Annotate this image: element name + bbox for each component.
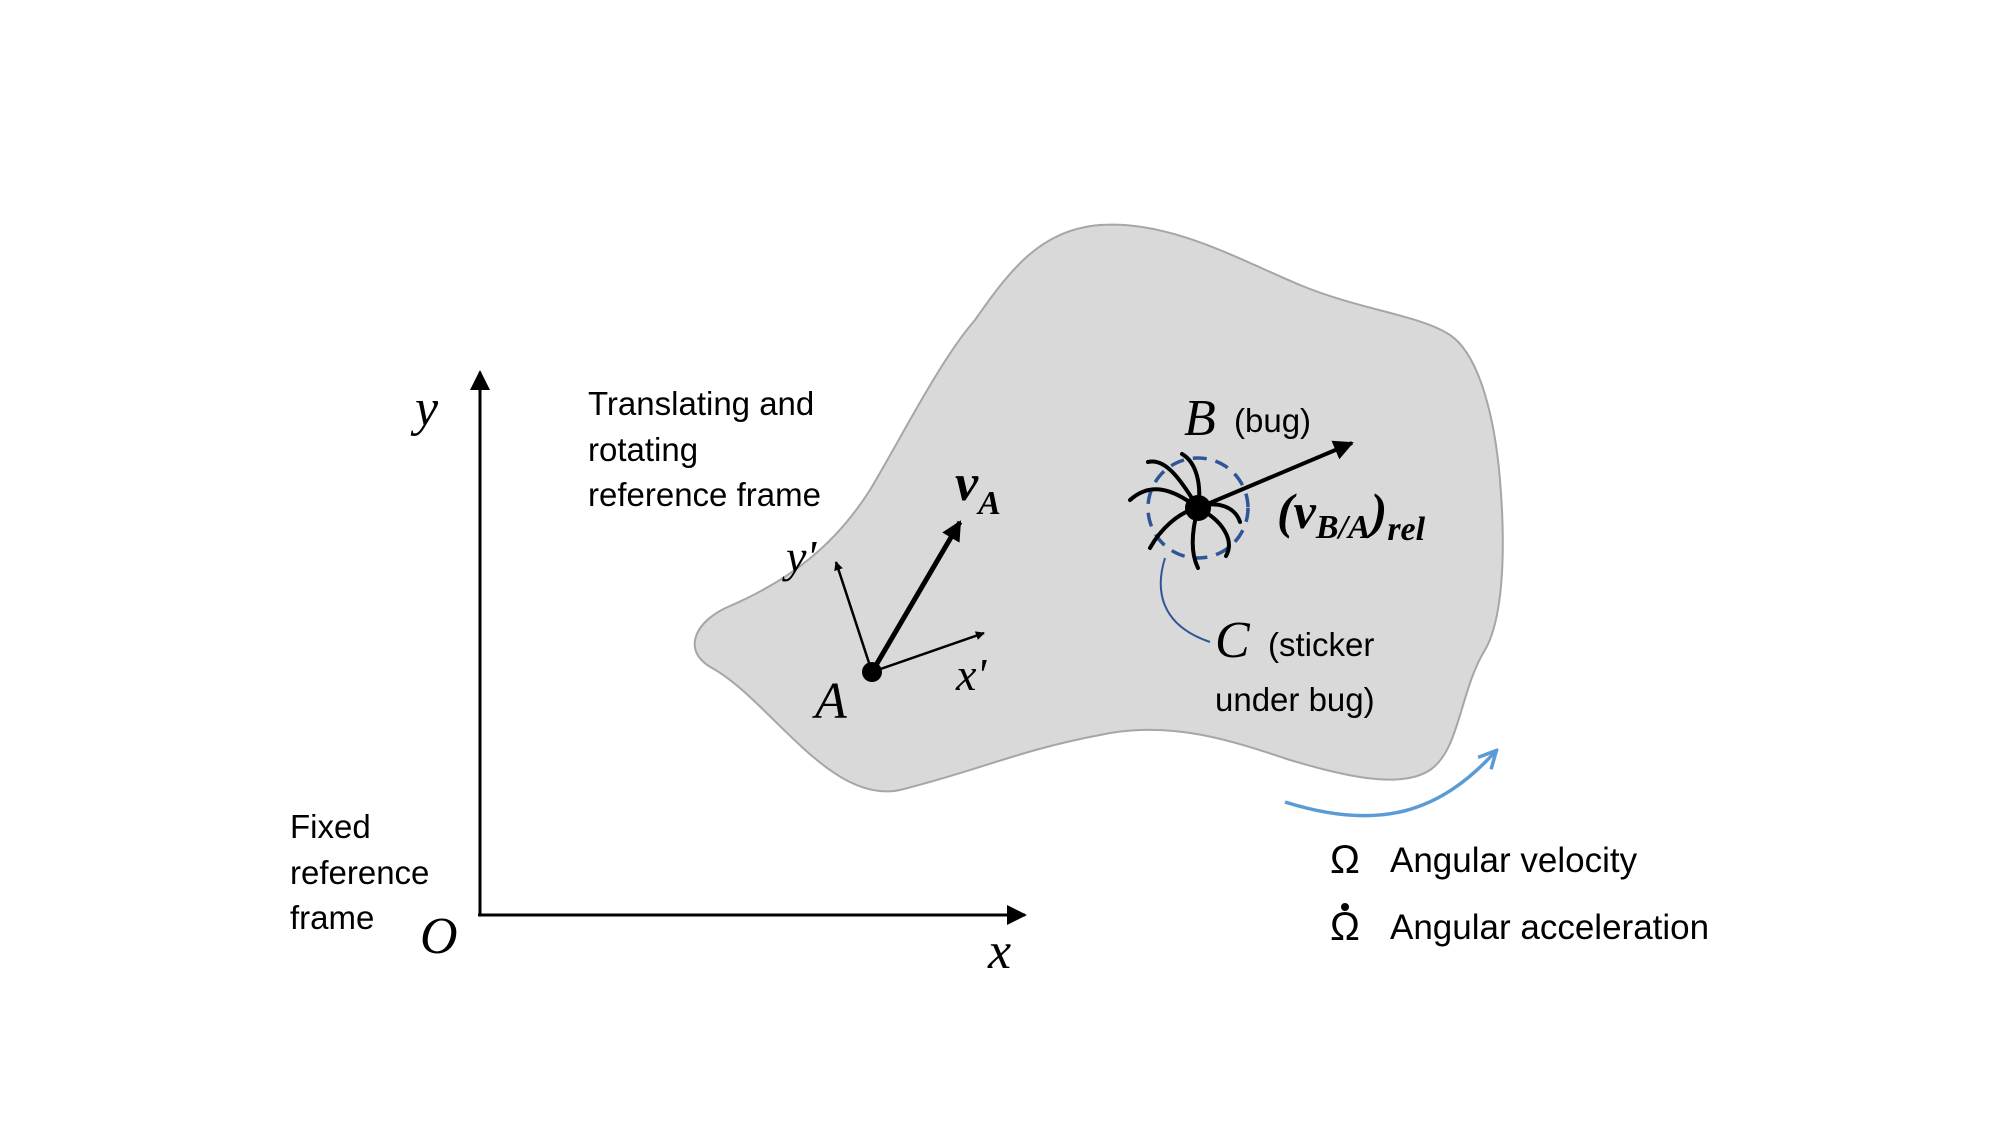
moving-frame-caption: Translating and rotating reference frame <box>588 385 821 513</box>
fixed-x-label: x <box>987 923 1011 980</box>
point-a-label: A <box>812 673 847 730</box>
sticker-note-line-2: under bug) <box>1215 681 1375 718</box>
point-b <box>1185 495 1211 521</box>
moving-x-label: x' <box>955 649 987 700</box>
sticker-note-line-1: (sticker <box>1268 626 1374 663</box>
rel-velocity-open: (v <box>1277 483 1317 539</box>
moving-x-axis <box>871 631 985 674</box>
omega-dot-text: Angular acceleration <box>1390 908 1709 947</box>
moving-y-axis <box>834 561 874 673</box>
fixed-y-label: y <box>410 380 439 437</box>
velocity-a-label: vA <box>955 455 1001 522</box>
fixed-caption-line-1: Fixed <box>290 808 371 845</box>
omega-dot-mark <box>1341 903 1349 911</box>
rigid-body <box>693 223 1504 793</box>
point-c-label: C <box>1215 612 1251 669</box>
velocity-a-symbol: v <box>955 455 979 512</box>
fixed-caption-line-2: reference <box>290 854 429 891</box>
omega-text: Angular velocity <box>1390 841 1638 880</box>
moving-y-label: y' <box>782 531 817 582</box>
velocity-a-subscript: A <box>976 485 1001 522</box>
moving-caption-line-2: rotating <box>588 431 698 468</box>
rel-velocity-suffix: rel <box>1387 511 1425 548</box>
velocity-a-arrow <box>869 520 963 674</box>
rotation-arrow <box>1284 752 1495 818</box>
point-a <box>862 662 882 682</box>
fixed-caption-line-3: frame <box>290 899 374 936</box>
relative-velocity-label: (vB/A)rel <box>1277 483 1426 548</box>
point-b-note: (bug) <box>1234 402 1311 439</box>
moving-caption-line-1: Translating and <box>588 385 814 422</box>
omega-dot-symbol: Ω <box>1330 905 1360 949</box>
rel-velocity-subscript: B/A <box>1315 509 1371 546</box>
omega-symbol: Ω <box>1330 838 1360 882</box>
rel-velocity-close: ) <box>1367 483 1388 539</box>
origin-label: O <box>420 908 458 965</box>
moving-caption-line-3: reference frame <box>588 476 821 513</box>
relative-velocity-arrow <box>1197 440 1354 510</box>
point-b-label: B <box>1184 390 1216 447</box>
sticker-leader-line <box>1159 557 1211 643</box>
fixed-frame-caption: Fixed reference frame <box>290 808 429 936</box>
sticker-circle <box>1146 456 1250 560</box>
